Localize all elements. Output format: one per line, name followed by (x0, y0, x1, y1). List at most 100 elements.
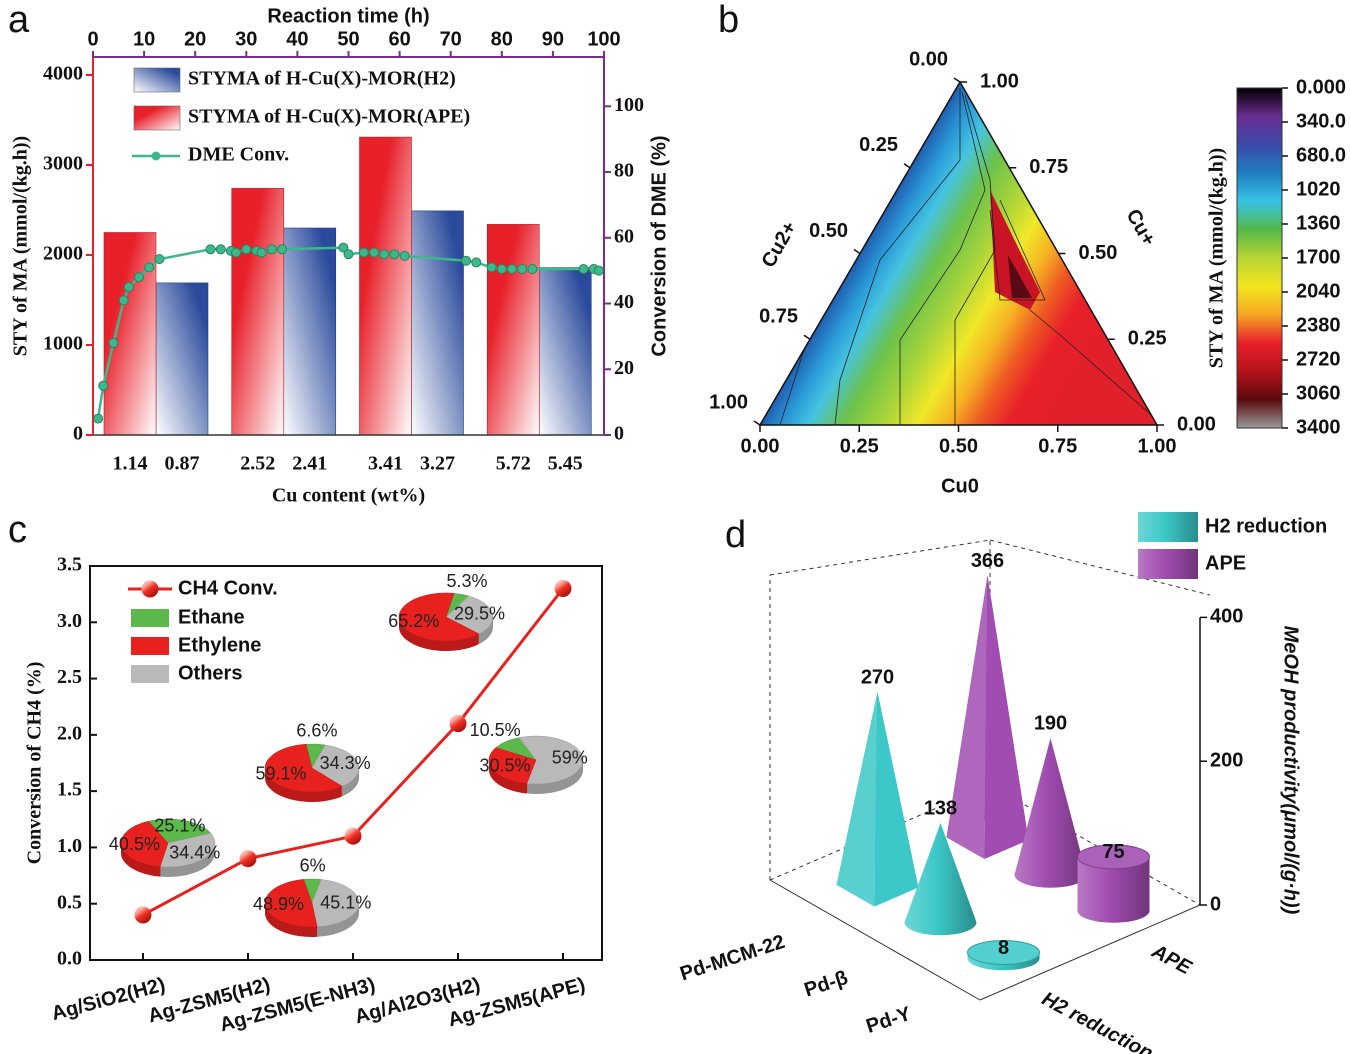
contour-line (899, 91, 986, 425)
legend-swatch (131, 609, 169, 627)
contour-line (989, 199, 1046, 301)
colorbar-tick-label: 2720 (1296, 348, 1341, 370)
cylinder (967, 939, 1040, 971)
line-point (338, 242, 349, 253)
y-tick-label: 3000 (43, 153, 83, 175)
box-edge (979, 904, 1201, 1001)
y-tick-label: 1000 (43, 333, 83, 355)
pyramid-face (984, 575, 1029, 860)
cylinder-top (967, 939, 1040, 965)
ternary-tick-label: 0.00 (1177, 413, 1216, 435)
line-point (239, 850, 257, 868)
line-point (358, 247, 369, 258)
y-tick-label: 3.5 (57, 554, 82, 576)
line-point (449, 715, 467, 733)
y-tick-label: 3.0 (57, 610, 82, 632)
line-point (93, 413, 104, 424)
value-label: 138 (924, 797, 957, 819)
bar (359, 136, 412, 436)
x2-tick-label: 60 (388, 28, 410, 50)
line-point (593, 265, 604, 276)
ternary-tick-label: 0.75 (1029, 156, 1068, 178)
y-tick-label: 4000 (43, 63, 83, 85)
pie-label: 48.9% (253, 894, 304, 914)
line-point (379, 249, 390, 260)
x-tick-label: 1.14 (113, 453, 148, 475)
contour-line (1029, 309, 1157, 421)
y2-tick-label: 0 (614, 423, 624, 445)
contour-peak (1008, 255, 1032, 298)
y-tick-label: 1.5 (57, 779, 82, 801)
colorbar-tick-label: 3060 (1296, 382, 1341, 404)
legend-swatch (1138, 549, 1198, 579)
legend-label: CH4 Conv. (178, 577, 278, 599)
value-label: 366 (971, 550, 1004, 572)
x-tick-label: 2.41 (292, 453, 327, 475)
pie-label: 25.1% (154, 816, 205, 836)
y-axis-title: Conversion of CH4 (%) (24, 662, 46, 865)
ternary-tick-label: 0.50 (1079, 242, 1118, 264)
pie-label: 6% (300, 855, 326, 875)
legend-swatch (1138, 512, 1198, 542)
colorbar-tick-label: 1360 (1296, 212, 1341, 234)
x-tick-label: 5.72 (496, 453, 531, 475)
panel-label: a (8, 0, 30, 41)
ternary-tick-label: 0.50 (939, 435, 978, 457)
line-point (389, 249, 400, 260)
pie-label: 6.6% (296, 720, 337, 740)
pyramid-face (874, 692, 919, 907)
panel-label: b (718, 0, 739, 41)
line-point (133, 272, 144, 283)
cylinder-top (1077, 844, 1150, 870)
cone (904, 823, 977, 936)
legend-label: STYMA of H-Cu(X)-MOR(APE) (188, 106, 470, 128)
pie-label: 40.5% (109, 834, 160, 854)
ternary-tick-label: 0.25 (1128, 328, 1167, 350)
line-point (205, 244, 216, 255)
pie-label: 34.3% (320, 753, 371, 773)
pie-slice (159, 832, 216, 868)
y2-axis-title: Conversion of DME (%) (648, 135, 670, 356)
ternary-tick-label: 0.25 (840, 435, 879, 457)
line-point (108, 337, 119, 348)
pie-slice (488, 747, 537, 784)
z-tick-label: 0 (1210, 893, 1221, 915)
bar (155, 282, 209, 436)
x2-tick-label: 100 (587, 28, 620, 50)
line-point (256, 247, 267, 258)
ternary-tick (853, 248, 861, 255)
panel-label: d (725, 514, 746, 556)
pie-label: 59.1% (256, 764, 307, 784)
cylinder (1077, 844, 1150, 923)
x-tick-label: 3.41 (368, 453, 403, 475)
cone-body (1014, 738, 1087, 888)
legend-swatch (151, 151, 161, 161)
ternary-tick-label: 0.25 (859, 134, 898, 156)
box-edge (989, 784, 1201, 906)
colorbar-tick-label: 2040 (1296, 280, 1341, 302)
value-label: 8 (998, 937, 1009, 959)
x-tick-label: 5.45 (548, 453, 583, 475)
x2-tick-label: 30 (235, 28, 257, 50)
contour-peak (990, 190, 1040, 310)
ternary-tick-label: 0.50 (809, 220, 848, 242)
legend-label: APE (1205, 552, 1246, 574)
line-point (554, 580, 572, 598)
contour-line (834, 88, 961, 425)
x2-tick-label: 20 (184, 28, 206, 50)
line-point (98, 380, 109, 391)
pie-label: 30.5% (480, 756, 531, 776)
ternary-tick (803, 334, 811, 340)
value-label: 190 (1034, 712, 1067, 734)
pie-slice (147, 818, 212, 844)
line-point (507, 264, 518, 275)
ternary-tick (753, 420, 761, 426)
legend-swatch (133, 67, 181, 93)
line-point (486, 262, 497, 273)
ternary-tick (953, 77, 961, 83)
y-tick-label: 1.0 (57, 835, 82, 857)
pie-label: 5.3% (446, 571, 487, 591)
pie-slice (264, 879, 318, 928)
value-label: 270 (861, 666, 894, 688)
line-point (527, 264, 538, 275)
